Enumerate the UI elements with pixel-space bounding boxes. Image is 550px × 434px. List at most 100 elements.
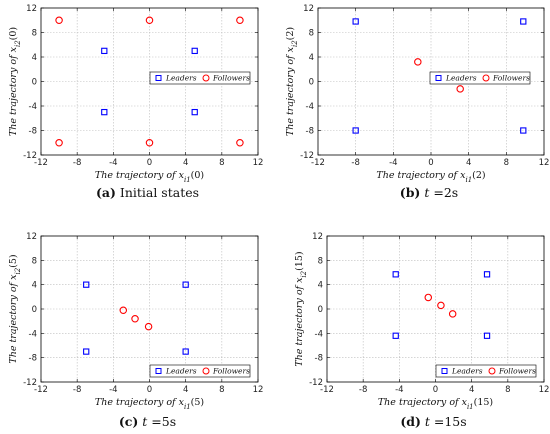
panel-caption: (a) Initial states	[96, 185, 199, 200]
leader-point	[483, 332, 491, 339]
legend-follower-marker	[482, 74, 490, 82]
y-tick-label: -8	[315, 354, 323, 364]
x-tick-label: -4	[389, 158, 397, 168]
y-tick-label: -4	[306, 102, 314, 112]
y-tick-label: 0	[32, 78, 37, 88]
y-axis-label: The trajectory of xi2(15)	[294, 251, 308, 366]
x-tick-label: 4	[466, 158, 471, 168]
legend-follower-label: Followers	[492, 74, 530, 83]
legend-follower-marker	[202, 74, 210, 82]
y-tick-label: 4	[32, 53, 37, 63]
y-tick-label: -12	[23, 151, 37, 161]
legend-follower-label: Followers	[212, 74, 250, 83]
legend-leader-marker	[435, 75, 442, 81]
y-tick-label: 12	[312, 232, 323, 242]
follower-point	[437, 301, 445, 310]
y-tick-label: 8	[32, 29, 37, 39]
legend-follower-marker	[202, 367, 210, 375]
y-tick-label: -12	[309, 378, 323, 388]
y-tick-label: 4	[318, 281, 323, 291]
x-tick-label: -4	[109, 385, 117, 395]
leader-point	[392, 271, 399, 278]
y-tick-label: 8	[318, 256, 323, 266]
follower-point	[448, 310, 457, 318]
y-tick-label: -8	[306, 127, 314, 137]
leader-point	[392, 332, 399, 339]
legend-box	[149, 71, 251, 85]
x-tick-label: -8	[73, 385, 81, 395]
legend-follower-label: Followers	[498, 367, 536, 376]
y-tick-label: -12	[300, 151, 314, 161]
x-tick-label: -8	[359, 385, 367, 395]
x-tick-label: 12	[253, 385, 264, 395]
x-axis-label: The trajectory of xi1(5)	[95, 397, 204, 411]
follower-point	[119, 306, 128, 314]
y-tick-label: -4	[29, 102, 37, 112]
panel-caption: (c) t =5s	[119, 414, 176, 429]
follower-point	[145, 16, 154, 24]
x-tick-label: -12	[320, 385, 334, 395]
x-tick-label: -8	[73, 158, 81, 168]
x-axis-label: The trajectory of xi1(2)	[376, 170, 485, 184]
legend: Leaders Followers	[435, 364, 537, 378]
legend-box	[149, 364, 251, 378]
leader-point	[191, 47, 198, 55]
legend-leader-marker	[155, 368, 162, 374]
follower-point	[456, 85, 464, 93]
follower-point	[55, 139, 63, 147]
legend: Leaders Followers	[149, 71, 251, 85]
x-axis-label: The trajectory of xi1(0)	[95, 170, 204, 184]
x-axis-label: The trajectory of xi1(15)	[378, 397, 493, 411]
legend-leader-marker	[155, 75, 162, 81]
leader-point	[520, 18, 527, 25]
x-tick-label: -12	[311, 158, 325, 168]
y-axis-label: The trajectory of xi2(2)	[285, 27, 299, 136]
chart-panel-2: -12 -8 -4 0 4 8 12 -12 -8 -4 0 4 8 12 The trajectory o…	[285, 4, 549, 200]
y-tick-label: 12	[303, 4, 314, 14]
chart-panel-4: -12 -8 -4 0 4 8 12 -12 -8 -4 0 4 8 12 The trajectory o…	[294, 232, 549, 429]
chart-panel-1: -12 -8 -4 0 4 8 12 -12 -8 -4 0 4 8 12 The trajectory o…	[8, 4, 263, 200]
y-axis-label: The trajectory of xi2(0)	[8, 27, 22, 136]
leader-point	[352, 127, 359, 134]
leader-point	[520, 127, 527, 134]
legend-leader-label: Leaders	[451, 367, 483, 376]
legend-follower-label: Followers	[212, 367, 250, 376]
y-tick-label: 12	[26, 232, 37, 242]
y-tick-label: 4	[32, 281, 37, 291]
y-tick-label: -4	[315, 329, 323, 339]
follower-point	[236, 139, 244, 147]
x-tick-label: -4	[395, 385, 403, 395]
legend-leader-label: Leaders	[165, 74, 197, 83]
follower-point	[144, 322, 153, 331]
legend: Leaders Followers	[429, 71, 531, 85]
y-tick-label: 8	[309, 29, 314, 39]
leader-point	[483, 271, 491, 278]
y-tick-label: -4	[29, 329, 37, 339]
x-tick-label: -4	[109, 158, 117, 168]
x-tick-label: 12	[253, 158, 264, 168]
x-tick-label: 8	[219, 158, 224, 168]
leader-point	[101, 108, 108, 116]
x-tick-label: 12	[539, 385, 550, 395]
x-tick-label: 8	[219, 385, 224, 395]
x-tick-label: 4	[183, 158, 188, 168]
y-tick-label: 0	[309, 78, 314, 88]
y-tick-label: 0	[32, 305, 37, 315]
leader-point	[182, 281, 189, 288]
x-tick-label: 8	[505, 385, 510, 395]
leader-point	[101, 47, 108, 55]
legend-leader-label: Leaders	[445, 74, 477, 83]
x-tick-label: 4	[469, 385, 474, 395]
x-tick-label: -12	[34, 158, 48, 168]
legend-leader-label: Leaders	[165, 367, 197, 376]
panel-caption: (d) t =15s	[400, 414, 466, 429]
y-tick-label: 4	[309, 53, 314, 63]
y-tick-label: -8	[29, 354, 37, 364]
leader-point	[83, 348, 90, 355]
follower-point	[131, 314, 139, 323]
legend-follower-marker	[488, 367, 496, 375]
x-tick-label: 12	[539, 158, 550, 168]
x-tick-label: -8	[351, 158, 359, 168]
follower-point	[55, 16, 63, 24]
